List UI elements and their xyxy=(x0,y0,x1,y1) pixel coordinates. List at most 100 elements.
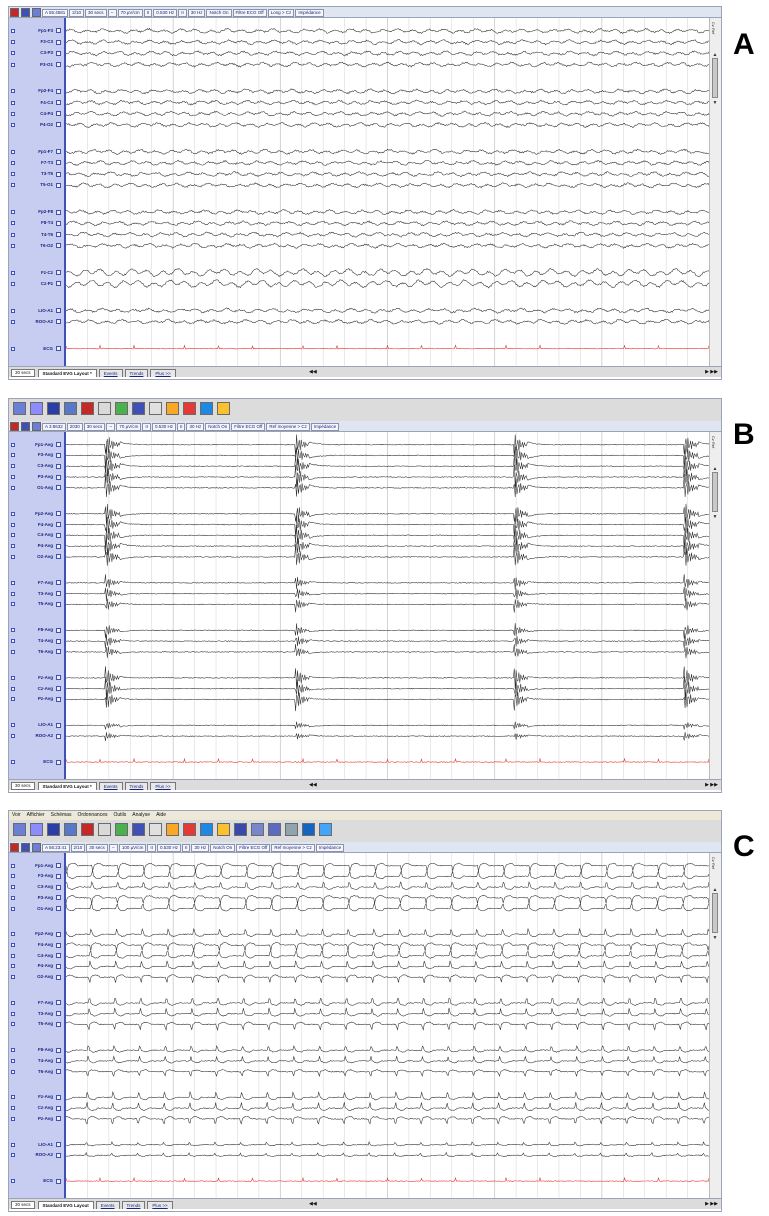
parameter-field[interactable]: 30 secs xyxy=(83,423,106,431)
channel-label[interactable]: ECG xyxy=(43,345,53,351)
channel-select-box[interactable] xyxy=(11,281,15,286)
channel-label[interactable]: LIO-A1 xyxy=(38,1141,53,1147)
channel-settings-button[interactable] xyxy=(56,601,61,607)
page-speed-select[interactable]: 30 secs xyxy=(11,369,35,377)
cursor-b-icon[interactable] xyxy=(183,402,196,415)
channel-settings-button[interactable] xyxy=(56,122,61,128)
parameter-field[interactable]: II xyxy=(142,423,151,431)
channel-select-box[interactable] xyxy=(11,602,15,607)
channel-select-box[interactable] xyxy=(11,160,15,165)
channel-label[interactable]: Fp2-Avg xyxy=(35,931,53,937)
channel-label[interactable]: T3-Avg xyxy=(37,590,53,596)
page-speed-select[interactable]: 30 secs xyxy=(11,1201,35,1209)
channel-label[interactable]: T4-Avg xyxy=(37,638,53,644)
tab-trends[interactable]: Trends xyxy=(124,369,149,377)
settings-icon[interactable] xyxy=(32,843,41,852)
channel-settings-button[interactable] xyxy=(56,149,61,155)
channel-select-box[interactable] xyxy=(11,863,15,868)
forward-icon[interactable]: ▶ ▶▶ xyxy=(705,782,718,788)
head-map-icon[interactable] xyxy=(98,402,111,415)
parameter-field[interactable]: 0.530 Hz xyxy=(151,423,176,431)
eeg-trace-area[interactable] xyxy=(66,432,709,779)
channel-label[interactable]: C3-P3 xyxy=(40,50,53,56)
channel-select-box[interactable] xyxy=(11,697,15,702)
channel-settings-button[interactable] xyxy=(56,485,61,491)
channel-settings-button[interactable] xyxy=(56,1069,61,1075)
channel-label[interactable]: ROO-A2 xyxy=(35,733,53,739)
channel-settings-button[interactable] xyxy=(56,686,61,692)
eeg-trace-area[interactable] xyxy=(66,853,709,1198)
cursor-c-icon[interactable] xyxy=(200,402,213,415)
channel-label[interactable]: O2-Avg xyxy=(37,974,53,980)
channel-label[interactable]: T4-Avg xyxy=(37,1057,53,1063)
channel-settings-button[interactable] xyxy=(56,308,61,314)
channel-label[interactable]: Cz-Avg xyxy=(37,1105,53,1111)
parameter-field[interactable]: -- xyxy=(107,9,117,17)
channel-select-box[interactable] xyxy=(11,511,15,516)
tab-more[interactable]: Plus >> xyxy=(150,369,176,377)
parameter-field[interactable]: 70 µV/cm xyxy=(116,423,142,431)
channel-select-box[interactable] xyxy=(11,522,15,527)
channel-label[interactable]: Pz-Avg xyxy=(37,696,53,702)
channel-settings-button[interactable] xyxy=(56,522,61,528)
channel-settings-button[interactable] xyxy=(56,942,61,948)
channel-label[interactable]: O1-Avg xyxy=(37,484,53,490)
channel-settings-button[interactable] xyxy=(56,906,61,912)
channel-label[interactable]: Fp1-Avg xyxy=(35,862,53,868)
channel-select-box[interactable] xyxy=(11,1048,15,1053)
channel-label[interactable]: F3-Avg xyxy=(37,873,53,879)
cursor-a-icon[interactable] xyxy=(166,402,179,415)
channel-settings-button[interactable] xyxy=(56,974,61,980)
parameter-field[interactable]: 70 µV/cm xyxy=(117,9,143,17)
channel-select-box[interactable] xyxy=(11,895,15,900)
channel-settings-button[interactable] xyxy=(56,452,61,458)
channel-label[interactable]: Fz-Cz xyxy=(41,269,53,275)
channel-label[interactable]: F4-C4 xyxy=(40,99,53,105)
parameter-field[interactable]: II xyxy=(147,844,156,852)
channel-label[interactable]: F4-Avg xyxy=(37,942,53,947)
cfm-icon[interactable] xyxy=(302,823,315,836)
channel-select-box[interactable] xyxy=(11,442,15,447)
channel-select-box[interactable] xyxy=(11,1153,15,1158)
channel-settings-button[interactable] xyxy=(56,532,61,538)
channel-select-box[interactable] xyxy=(11,675,15,680)
channel-settings-button[interactable] xyxy=(56,1021,61,1027)
channel-select-box[interactable] xyxy=(11,183,15,188)
tab-events[interactable]: Events xyxy=(98,369,123,377)
channel-label[interactable]: T6-Avg xyxy=(37,648,53,654)
topography-icon[interactable] xyxy=(115,823,128,836)
channel-label[interactable]: Fz-Avg xyxy=(38,1094,53,1100)
parameter-field[interactable]: II xyxy=(178,9,187,17)
rewind-icon[interactable]: ◀◀ xyxy=(309,1201,317,1207)
spectrum-icon[interactable] xyxy=(64,823,77,836)
channel-label[interactable]: LIO-A1 xyxy=(38,722,53,728)
forward-icon[interactable]: ▶ ▶▶ xyxy=(705,1201,718,1207)
tab-more[interactable]: Plus >> xyxy=(150,782,176,790)
channel-settings-button[interactable] xyxy=(56,591,61,597)
parameter-field[interactable]: Filtre ECG Off xyxy=(236,844,271,852)
parameter-field[interactable]: Impédance xyxy=(310,423,340,431)
channel-settings-button[interactable] xyxy=(56,442,61,448)
channel-settings-button[interactable] xyxy=(56,281,61,287)
eeg-trace-area[interactable] xyxy=(66,18,709,366)
channel-settings-button[interactable] xyxy=(56,649,61,655)
tab-events[interactable]: Events xyxy=(95,1201,120,1209)
channel-label[interactable]: O1-Avg xyxy=(37,905,53,911)
parameter-field[interactable]: 2/10 xyxy=(69,9,85,17)
channels-icon[interactable] xyxy=(21,8,30,17)
channel-select-box[interactable] xyxy=(11,464,15,469)
channel-label[interactable]: Fp1-F3 xyxy=(38,27,53,33)
channel-label[interactable]: Cz-Avg xyxy=(37,685,53,691)
scroll-up-icon[interactable]: ▲ xyxy=(712,52,718,58)
channel-settings-button[interactable] xyxy=(56,39,61,45)
channel-settings-button[interactable] xyxy=(56,1105,61,1111)
vertical-scrollbar[interactable]: Cz Ref ▲ ▼ xyxy=(709,18,721,366)
parameter-field[interactable]: 2/10 xyxy=(70,844,86,852)
channel-label[interactable]: C3-Avg xyxy=(37,884,53,890)
grid-icon[interactable] xyxy=(30,823,43,836)
channel-select-box[interactable] xyxy=(11,1095,15,1100)
channel-label[interactable]: T3-Avg xyxy=(37,1010,53,1016)
channel-settings-button[interactable] xyxy=(56,733,61,739)
marker-icon[interactable] xyxy=(149,823,162,836)
channel-label[interactable]: F7-T3 xyxy=(40,159,53,165)
